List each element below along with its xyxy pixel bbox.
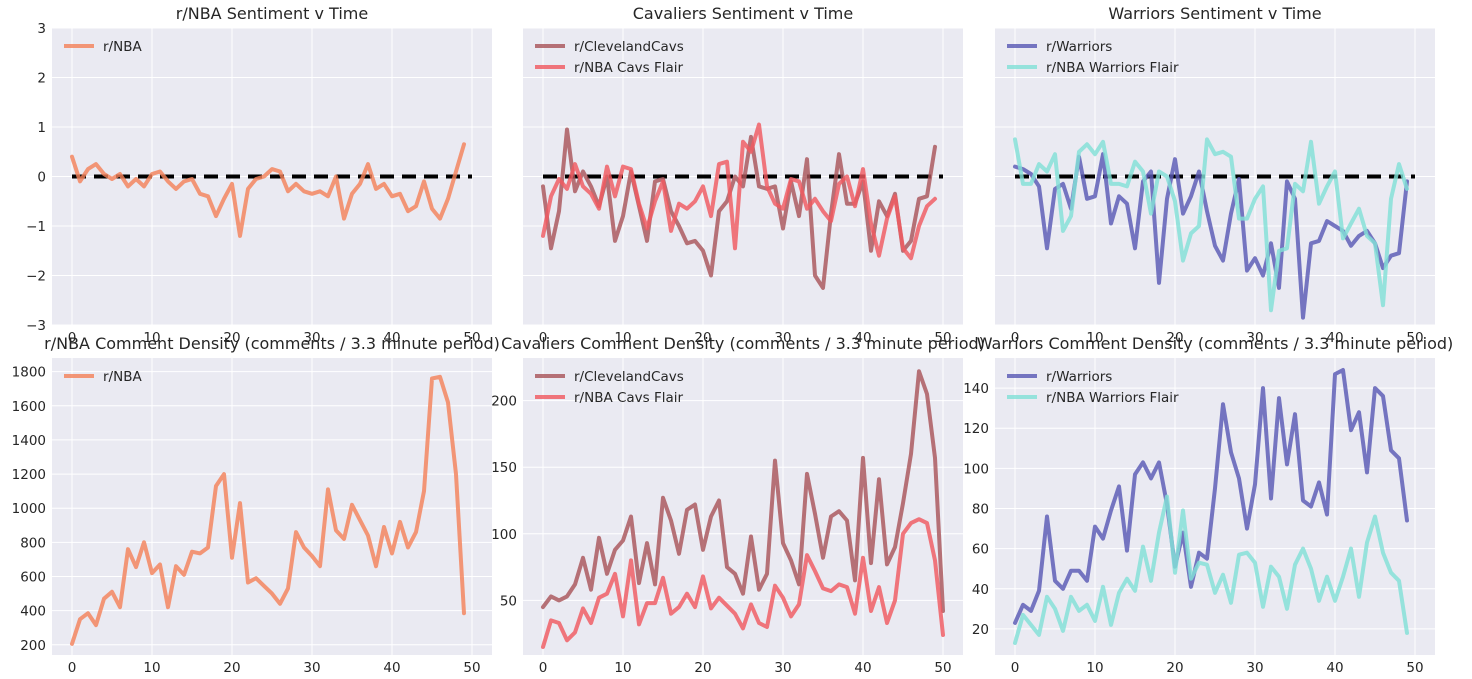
x-tick-label: 0 [68, 330, 77, 346]
y-tick-label: 2 [37, 71, 46, 87]
chart-title: r/NBA Comment Density (comments / 3.3 mi… [44, 334, 500, 353]
legend-label: r/ClevelandCavs [574, 39, 684, 55]
x-tick-label: 40 [854, 660, 871, 676]
y-tick-label: 100 [491, 527, 517, 543]
x-tick-label: 30 [1246, 660, 1263, 676]
x-tick-label: 20 [1166, 330, 1183, 346]
y-tick-label: 1200 [12, 467, 46, 483]
legend-label: r/NBA Warriors Flair [1046, 390, 1179, 406]
series-line-0 [70, 374, 466, 646]
y-tick-label: 150 [491, 460, 517, 476]
legend-label: r/NBA [103, 39, 142, 55]
chart-title: Warriors Comment Density (comments / 3.3… [977, 334, 1454, 353]
series-line-0 [70, 142, 466, 238]
y-tick-label: −1 [26, 219, 46, 235]
y-tick-label: 400 [20, 604, 46, 620]
y-tick-label: 200 [20, 638, 46, 654]
y-tick-label: 80 [972, 502, 989, 518]
chart-panel-2: 0 10 20 30 40 50 Warriors Sentiment v Time r/Wa… [995, 4, 1435, 346]
x-tick-label: 10 [1086, 330, 1103, 346]
x-tick-label: 50 [463, 330, 480, 346]
y-tick-label: 40 [972, 582, 989, 598]
x-tick-label: 0 [539, 330, 548, 346]
y-tick-label: 800 [20, 535, 46, 551]
x-tick-label: 50 [934, 660, 951, 676]
y-tick-label: −2 [26, 269, 46, 285]
y-tick-label: 600 [20, 569, 46, 585]
chart-panel-4: 0 10 20 30 40 50 50 100 150 200 Cavaliers Comment … [491, 334, 985, 676]
x-tick-label: 50 [1406, 660, 1423, 676]
y-tick-label: 1 [37, 120, 46, 136]
x-tick-label: 10 [143, 660, 160, 676]
y-tick-label: 20 [972, 622, 989, 638]
series-line-1 [1013, 494, 1409, 645]
x-tick-label: 20 [694, 330, 711, 346]
y-tick-label: 0 [37, 170, 46, 186]
x-tick-label: 40 [1326, 330, 1343, 346]
x-tick-label: 30 [774, 330, 791, 346]
chart-title: Cavaliers Comment Density (comments / 3.… [501, 334, 985, 353]
y-tick-label: 100 [963, 461, 989, 477]
chart-panel-0: 0 10 20 30 40 50 −3 −2 −1 0 1 2 3 r/NBA Sentiment v T… [26, 4, 492, 346]
legend-label: r/NBA Cavs Flair [574, 60, 684, 76]
x-tick-label: 40 [854, 330, 871, 346]
legend-label: r/Warriors [1046, 369, 1112, 385]
y-tick-label: 1000 [12, 501, 46, 517]
x-tick-label: 40 [383, 660, 400, 676]
x-tick-label: 20 [694, 660, 711, 676]
y-tick-label: 60 [972, 542, 989, 558]
x-tick-label: 50 [1406, 330, 1423, 346]
x-tick-label: 0 [1011, 330, 1020, 346]
y-tick-label: 120 [963, 421, 989, 437]
series-line-1 [541, 122, 937, 261]
x-tick-label: 40 [1326, 660, 1343, 676]
chart-title: r/NBA Sentiment v Time [176, 4, 368, 23]
x-tick-label: 0 [1011, 660, 1020, 676]
x-tick-label: 20 [223, 660, 240, 676]
chart-panel-5: 0 10 20 30 40 50 20 40 60 80 100 120 140 Warriors Com… [963, 334, 1453, 676]
x-tick-label: 30 [774, 660, 791, 676]
x-tick-label: 10 [614, 660, 631, 676]
y-tick-label: 1400 [12, 433, 46, 449]
y-tick-label: 1600 [12, 399, 46, 415]
chart-title: Warriors Sentiment v Time [1108, 4, 1321, 23]
x-tick-label: 0 [539, 660, 548, 676]
x-tick-label: 10 [614, 330, 631, 346]
chart-panel-1: 0 10 20 30 40 50 Cavaliers Sentiment v Time r/C… [523, 4, 963, 346]
legend-label: r/NBA [103, 369, 142, 385]
x-tick-label: 40 [383, 330, 400, 346]
y-tick-label: −3 [26, 318, 46, 334]
series-line-0 [541, 369, 945, 613]
legend-label: r/ClevelandCavs [574, 369, 684, 385]
y-tick-label: 3 [37, 21, 46, 37]
plot-area [52, 358, 492, 655]
chart-panel-3: 0 10 20 30 40 50 200 400 600 800 1000 1200 1400 1600 1… [12, 334, 500, 676]
series-line-1 [1013, 137, 1409, 313]
series-line-0 [1013, 368, 1409, 625]
x-tick-label: 20 [1166, 660, 1183, 676]
x-tick-label: 10 [143, 330, 160, 346]
x-tick-label: 30 [1246, 330, 1263, 346]
x-tick-label: 30 [303, 330, 320, 346]
x-tick-label: 10 [1086, 660, 1103, 676]
series-line-1 [541, 517, 945, 649]
legend-label: r/NBA Cavs Flair [574, 390, 684, 406]
x-tick-label: 50 [463, 660, 480, 676]
chart-title: Cavaliers Sentiment v Time [633, 4, 853, 23]
legend-label: r/NBA Warriors Flair [1046, 60, 1179, 76]
y-tick-label: 1800 [12, 365, 46, 381]
y-tick-label: 50 [500, 593, 517, 609]
x-tick-label: 20 [223, 330, 240, 346]
x-tick-label: 0 [68, 660, 77, 676]
y-tick-label: 200 [491, 394, 517, 410]
y-tick-label: 140 [963, 381, 989, 397]
legend-label: r/Warriors [1046, 39, 1112, 55]
x-tick-label: 50 [934, 330, 951, 346]
x-tick-label: 30 [303, 660, 320, 676]
